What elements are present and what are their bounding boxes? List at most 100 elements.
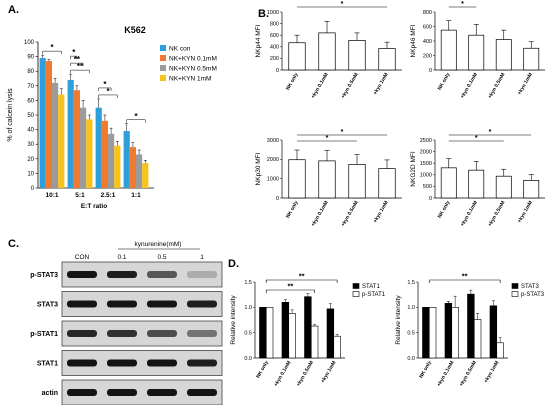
- y-tick-label: 1.0: [244, 305, 252, 311]
- bar: [348, 40, 366, 71]
- panel-a-label: A.: [8, 4, 19, 16]
- bar: [123, 131, 130, 188]
- blot-band: [187, 359, 217, 367]
- y-tick-label: 1.5: [407, 280, 415, 286]
- bar: [467, 293, 475, 359]
- bar: [440, 29, 457, 71]
- blot-band: [67, 300, 97, 308]
- y-tick-label: 1500: [420, 161, 432, 167]
- significance-bracket: [42, 50, 62, 55]
- x-tick-label: 10:1: [45, 192, 58, 199]
- bar: [326, 308, 335, 359]
- x-tick-label: 2.5:1: [101, 192, 116, 199]
- x-tick-label: +kyn 0.1mM: [460, 200, 479, 226]
- significance-label: *: [72, 48, 76, 57]
- y-tick-label: 200: [423, 53, 432, 59]
- bar: [39, 58, 46, 189]
- legend-label: p-STAT1: [362, 292, 386, 298]
- blot-band: [107, 300, 137, 308]
- x-tick-label: +kyn 1mM: [372, 200, 389, 224]
- blot-band: [147, 389, 177, 396]
- blot-band: [107, 359, 137, 367]
- blot-band: [187, 389, 217, 396]
- y-tick-label: 2000: [420, 149, 432, 155]
- x-tick-label: NK only: [437, 200, 452, 220]
- y-tick-label: 30: [27, 142, 34, 148]
- significance-label: *: [326, 135, 329, 142]
- blot-band: [187, 271, 217, 278]
- bar: [52, 82, 59, 188]
- bar: [304, 296, 312, 359]
- blot-row-label: STAT1: [37, 361, 58, 368]
- lane-label: CON: [75, 254, 90, 261]
- bar: [101, 120, 108, 188]
- x-tick-label: +kyn 0.1mM: [273, 360, 292, 388]
- blot-band: [67, 359, 97, 367]
- x-tick-label: +kyn 0.1mM: [310, 72, 329, 100]
- y-axis-label: NKG2D MFI: [410, 151, 417, 187]
- significance-label: *: [461, 1, 464, 8]
- x-tick-label: +kyn 1mM: [483, 360, 500, 384]
- legend-swatch: [160, 45, 166, 51]
- bar: [444, 302, 453, 359]
- y-tick-label: 90: [27, 55, 34, 61]
- bar: [523, 47, 540, 71]
- bar: [265, 307, 274, 359]
- y-tick-label: 70: [27, 84, 34, 90]
- x-tick-label: +kyn 0.1mM: [460, 72, 479, 100]
- y-axis-label: Relative intensity: [230, 295, 237, 345]
- y-tick-label: 600: [423, 24, 432, 30]
- y-axis-label: NKp46 MFI: [410, 24, 417, 57]
- significance-bracket: [70, 55, 78, 60]
- western-blot: kynurenine(mM) CON 0.1 0.5 1 p-STAT3 STAT3 p-ST…: [30, 241, 223, 405]
- y-axis-label: % of calcein lysis: [7, 88, 14, 142]
- blot-band: [147, 300, 177, 308]
- bar: [45, 60, 52, 189]
- x-tick-label: +kyn 0.1mM: [436, 360, 455, 388]
- blot-band: [147, 330, 177, 337]
- y-tick-label: 1.0: [407, 305, 415, 311]
- panel-c-label: C.: [8, 238, 19, 250]
- significance-label: *: [103, 80, 107, 89]
- y-tick-label: 1000: [267, 10, 279, 16]
- legend-label: NK+KYN 1mM: [169, 76, 211, 83]
- bar: [288, 42, 306, 71]
- legend-label: STAT3: [521, 284, 539, 290]
- y-axis-label: Relative intensity: [395, 295, 402, 345]
- bar: [496, 342, 504, 359]
- significance-bracket: [70, 62, 84, 67]
- y-tick-label: 400: [423, 39, 432, 45]
- bar: [489, 305, 498, 359]
- y-tick-label: 40: [27, 128, 34, 134]
- bar: [80, 107, 87, 188]
- legend-swatch: [352, 283, 360, 289]
- y-tick-label: 1.5: [244, 280, 252, 286]
- y-tick-label: 800: [423, 10, 432, 16]
- significance-bracket: [265, 289, 315, 293]
- legend-swatch: [160, 75, 166, 81]
- significance-label: *: [134, 112, 138, 121]
- blot-row-label: STAT3: [37, 302, 58, 309]
- x-tick-label: NK only: [418, 360, 433, 380]
- bar: [378, 48, 396, 71]
- bar: [318, 160, 336, 199]
- bar: [281, 301, 290, 359]
- y-tick-label: 0.5: [407, 330, 415, 336]
- y-tick-label: 0: [276, 196, 279, 202]
- blot-band: [187, 300, 217, 308]
- blot-header: kynurenine(mM): [135, 241, 182, 248]
- blot-band: [147, 271, 177, 278]
- y-tick-label: 2000: [267, 157, 279, 163]
- bar: [523, 180, 540, 199]
- lane-label: 0.5: [157, 254, 166, 261]
- x-tick-label: +kyn 0.5mM: [296, 360, 315, 388]
- x-tick-label: +kyn 0.1mM: [310, 200, 329, 226]
- x-tick-label: +kyn 1mM: [372, 72, 389, 96]
- significance-label: **: [288, 282, 294, 291]
- significance-bracket: [98, 87, 112, 91]
- bar: [378, 168, 396, 199]
- y-tick-label: 60: [27, 98, 34, 104]
- legend-swatch: [160, 55, 166, 61]
- bar: [428, 307, 437, 359]
